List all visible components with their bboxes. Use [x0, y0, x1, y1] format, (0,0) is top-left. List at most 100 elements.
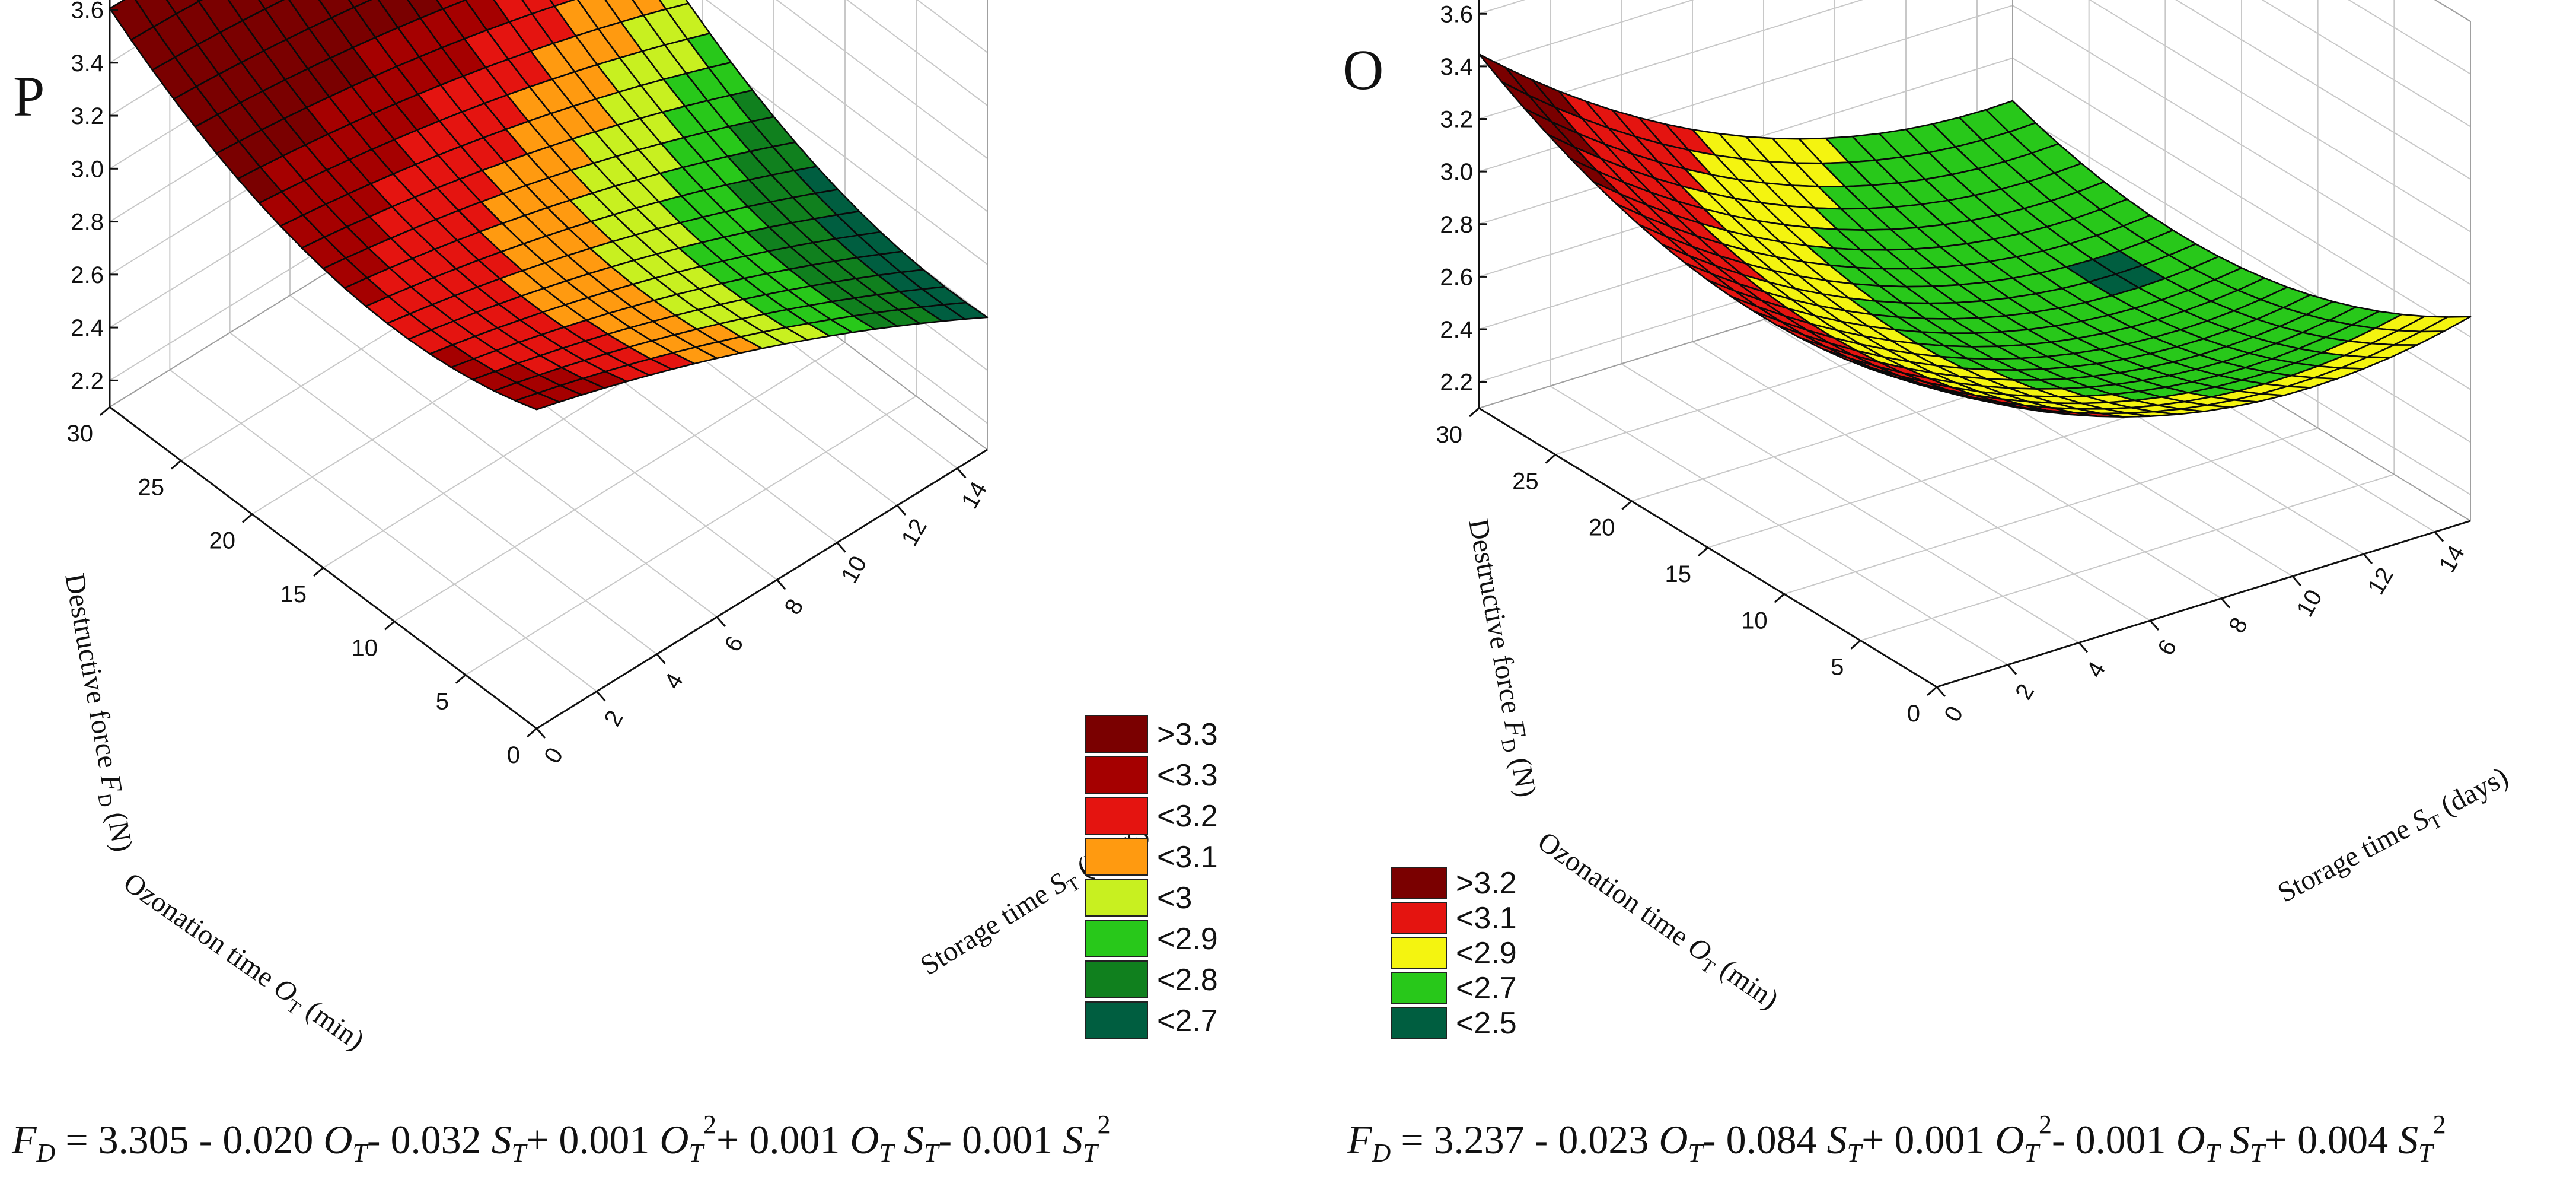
surface-cell — [514, 392, 560, 411]
equation-subscript: T — [2418, 1138, 2433, 1168]
y-tick — [596, 691, 606, 702]
equation-part: - 0.084 — [1702, 1117, 1827, 1162]
panel-label: O — [1343, 38, 1383, 101]
y-tick — [2291, 575, 2302, 587]
equation-subscript: D — [1372, 1138, 1391, 1168]
equation-superscript: 2 — [2432, 1110, 2446, 1139]
x-tick-label: 20 — [209, 528, 236, 554]
z-tick-label: 3.4 — [1440, 54, 1473, 80]
y-floor-gridline — [1550, 385, 2008, 666]
x-tick-label: 30 — [67, 421, 94, 447]
y-tick — [896, 505, 907, 516]
surface-cell — [1913, 381, 1965, 397]
y-tick-label: 8 — [779, 594, 808, 619]
legend-swatch — [1085, 715, 1148, 753]
equation-part: + 0.004 — [2264, 1117, 2399, 1162]
equation-part — [2220, 1117, 2230, 1162]
equation-part: + 0.001 — [1861, 1117, 1995, 1162]
y-tick-label: 10 — [2292, 586, 2328, 622]
y-tick-label: 0 — [539, 743, 568, 768]
x-axis-title: Ozonation time OT (min) — [1530, 826, 1784, 1019]
legend-swatch — [1085, 960, 1148, 998]
z-tick-label: 2.8 — [71, 209, 104, 236]
legend-label: <3.3 — [1157, 758, 1218, 793]
equation-superscript: 2 — [1097, 1110, 1111, 1139]
y-floor-gridline — [1692, 341, 2151, 621]
equation-part: - 0.001 — [938, 1117, 1063, 1162]
equation-superscript: 2 — [2039, 1110, 2052, 1139]
y-tick — [2078, 642, 2089, 653]
y-floor-gridline — [1621, 363, 2080, 644]
y-tick-label: 4 — [659, 669, 688, 694]
y-tick — [2220, 597, 2231, 609]
legend: >3.3 <3.3 <3.2 <3.1 <3 <2.9 <2.8 <2.7 — [1085, 715, 1218, 1039]
legend-swatch — [1391, 937, 1447, 969]
x-tick — [1621, 500, 1633, 510]
x-floor-gridline — [394, 342, 846, 622]
y-tick — [2363, 553, 2373, 564]
legend-swatch — [1391, 902, 1447, 934]
regression-equation-o: FD = 3.237 - 0.023 OT- 0.084 ST+ 0.001 O… — [1347, 1109, 2446, 1168]
equation-subscript: T — [688, 1138, 704, 1168]
legend-swatch — [1391, 972, 1447, 1004]
x-axis-title: Ozonation time OT (min) — [116, 867, 370, 1060]
legend-swatch — [1085, 797, 1148, 835]
y-tick — [716, 616, 726, 627]
x-tick — [1850, 640, 1861, 650]
equation-part: S — [1063, 1117, 1083, 1162]
equation-part: O — [323, 1117, 353, 1162]
equation-part: S — [2230, 1117, 2250, 1162]
x-tick-label: 5 — [1831, 654, 1844, 680]
y-tick — [656, 653, 666, 664]
legend-swatch — [1391, 867, 1447, 899]
legend-label: <2.9 — [1157, 922, 1218, 956]
x-tick — [1698, 546, 1708, 557]
z-tick-label: 2.6 — [1440, 264, 1473, 290]
equation-subscript: T — [352, 1138, 367, 1168]
y-tick-label: 4 — [2081, 657, 2110, 682]
equation-part: O — [850, 1117, 879, 1162]
equation-part: O — [659, 1117, 689, 1162]
equation-part: F — [12, 1117, 37, 1162]
z-tick-label: 2.4 — [71, 315, 104, 341]
equation-part: - 0.001 — [2052, 1117, 2176, 1162]
x-tick-label: 25 — [138, 474, 165, 500]
z-tick-label: 3.6 — [71, 0, 104, 24]
z-tick-label: 2.2 — [71, 368, 104, 394]
x-tick-label: 0 — [507, 742, 520, 768]
equation-part: = 3.237 - 0.023 — [1391, 1117, 1659, 1162]
legend-swatch — [1085, 756, 1148, 794]
equation-part: - 0.032 — [366, 1117, 492, 1162]
equation-part: O — [1995, 1117, 2025, 1162]
z-tick-label: 2.4 — [1440, 317, 1473, 343]
legend-label: <3 — [1157, 881, 1192, 915]
x-tick — [242, 513, 253, 523]
equation-subscript: T — [923, 1138, 939, 1168]
equation-part: F — [1347, 1117, 1372, 1162]
y-floor-gridline — [169, 369, 597, 692]
surface-plot-p-svg: 2.22.42.62.83.03.23.43.63.84.00510152025… — [13, 0, 1218, 1060]
equation-superscript: 2 — [703, 1110, 717, 1139]
equation-part: S — [2398, 1117, 2419, 1162]
legend-label: <3.1 — [1157, 840, 1218, 874]
equation-subscript: T — [2250, 1138, 2265, 1168]
x-tick — [455, 674, 466, 684]
equation-subscript: D — [36, 1138, 56, 1168]
x-tick — [100, 406, 110, 416]
equation-part — [894, 1117, 904, 1162]
y-tick-label: 8 — [2224, 613, 2253, 638]
equation-subscript: T — [1688, 1138, 1703, 1168]
equation-part: S — [491, 1117, 512, 1162]
legend-label: <2.7 — [1157, 1004, 1218, 1038]
equation-part: O — [2176, 1117, 2205, 1162]
y-tick-label: 2 — [2010, 680, 2039, 704]
y-floor-gridline — [1763, 319, 2222, 599]
z-tick-label: 3.2 — [1440, 107, 1473, 133]
x-floor-gridline — [1860, 473, 2395, 641]
y-tick-label: 14 — [957, 478, 992, 514]
response-surface — [109, 0, 989, 411]
equation-part: + 0.001 — [526, 1117, 660, 1162]
x-tick-label: 30 — [1436, 422, 1463, 448]
legend-swatch — [1085, 1001, 1148, 1039]
y-tick — [2149, 620, 2160, 631]
